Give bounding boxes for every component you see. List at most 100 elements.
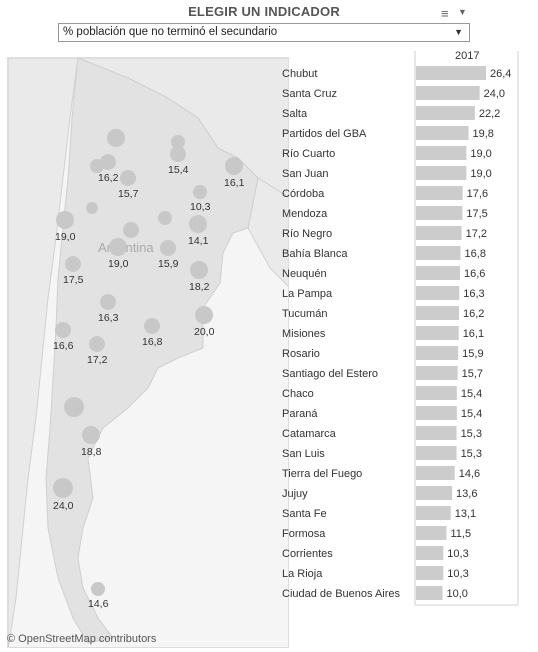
- value-label: 14,6: [459, 468, 480, 480]
- bar: [416, 526, 447, 540]
- indicator-selected-value: % población que no terminó el secundario: [63, 26, 278, 38]
- bar: [416, 106, 475, 120]
- map-value-label: 14,6: [88, 598, 109, 610]
- map-canvas: Argentina 15,416,215,716,110,319,014,119…: [8, 58, 288, 647]
- map-circle[interactable]: [64, 397, 84, 417]
- caret-down-icon[interactable]: ▼: [458, 7, 467, 17]
- map-circle[interactable]: [171, 135, 185, 149]
- map-circle[interactable]: [190, 261, 208, 279]
- map-circle[interactable]: [89, 336, 105, 352]
- map-circle[interactable]: [86, 202, 98, 214]
- value-label: 26,4: [490, 68, 511, 80]
- category-label: Córdoba: [282, 188, 325, 200]
- bar: [416, 566, 444, 580]
- category-label: Chubut: [282, 68, 317, 80]
- value-label: 10,3: [447, 548, 468, 560]
- category-label: Ciudad de Buenos Aires: [282, 588, 401, 600]
- category-label: Río Cuarto: [282, 148, 335, 160]
- category-label: Tierra del Fuego: [282, 468, 362, 480]
- map-circle[interactable]: [56, 211, 74, 229]
- map-circle[interactable]: [123, 222, 139, 238]
- category-label: San Juan: [282, 168, 328, 180]
- map-circle[interactable]: [195, 306, 213, 324]
- bar: [416, 286, 460, 300]
- value-label: 16,3: [463, 288, 484, 300]
- bar: [416, 426, 457, 440]
- map-circle[interactable]: [170, 146, 186, 162]
- value-label: 15,7: [462, 368, 483, 380]
- bar: [416, 546, 444, 560]
- map-circle[interactable]: [100, 154, 116, 170]
- map-land-chile: [8, 58, 79, 647]
- value-label: 13,6: [456, 488, 477, 500]
- map-circle[interactable]: [107, 129, 125, 147]
- bar: [416, 486, 453, 500]
- map-circle[interactable]: [193, 185, 207, 199]
- value-label: 10,0: [447, 588, 468, 600]
- value-label: 10,3: [447, 568, 468, 580]
- bar: [416, 206, 463, 220]
- map-circle[interactable]: [82, 426, 100, 444]
- value-label: 15,3: [461, 428, 482, 440]
- value-label: 16,8: [465, 248, 486, 260]
- bar: [416, 166, 467, 180]
- map-circle[interactable]: [109, 238, 127, 256]
- value-label: 17,6: [467, 188, 488, 200]
- map-circle[interactable]: [55, 322, 71, 338]
- value-label: 15,3: [461, 448, 482, 460]
- value-label: 19,0: [470, 148, 491, 160]
- bar: [416, 126, 469, 140]
- map-value-label: 16,1: [224, 177, 245, 189]
- category-label: Catamarca: [282, 428, 337, 440]
- map-value-label: 17,5: [63, 274, 84, 286]
- bar: [416, 446, 457, 460]
- bar: [416, 466, 455, 480]
- value-label: 15,9: [462, 348, 483, 360]
- bar: [416, 366, 458, 380]
- map-panel[interactable]: Argentina 15,416,215,716,110,319,014,119…: [7, 57, 289, 648]
- category-label: La Pampa: [282, 288, 333, 300]
- map-circle[interactable]: [158, 211, 172, 225]
- chart-marks: 2017 Chubut 26,4 Santa Cruz 24,0 Salta 22,2 Par…: [282, 50, 519, 606]
- map-value-label: 20,0: [194, 326, 215, 338]
- value-label: 16,2: [463, 308, 484, 320]
- map-value-label: 19,0: [55, 231, 76, 243]
- bar: [416, 146, 467, 160]
- map-value-label: 16,3: [98, 312, 119, 324]
- hamburger-menu-icon[interactable]: ≡: [441, 6, 449, 21]
- map-value-label: 16,2: [98, 172, 119, 184]
- map-circle[interactable]: [100, 294, 116, 310]
- map-circle[interactable]: [144, 318, 160, 334]
- map-value-label: 16,8: [142, 336, 163, 348]
- bar: [416, 406, 457, 420]
- category-label: Santiago del Estero: [282, 368, 378, 380]
- category-label: San Luis: [282, 448, 325, 460]
- map-value-label: 14,1: [188, 235, 209, 247]
- map-circle[interactable]: [65, 256, 81, 272]
- map-circle[interactable]: [91, 582, 105, 596]
- map-circle[interactable]: [189, 215, 207, 233]
- category-label: Salta: [282, 108, 308, 120]
- map-circle[interactable]: [120, 170, 136, 186]
- value-label: 19,8: [473, 128, 494, 140]
- category-label: Río Negro: [282, 228, 332, 240]
- column-header: 2017: [455, 50, 479, 62]
- map-circle[interactable]: [225, 157, 243, 175]
- map-circle[interactable]: [53, 478, 73, 498]
- value-label: 15,4: [461, 408, 482, 420]
- indicator-dropdown[interactable]: % población que no terminó el secundario…: [58, 23, 470, 42]
- category-label: Tucumán: [282, 308, 327, 320]
- dropdown-arrow-icon: ▼: [454, 27, 463, 37]
- page-title: ELEGIR UN INDICADOR: [188, 4, 340, 19]
- map-land-brazil-uruguay: [247, 177, 288, 287]
- value-label: 16,1: [463, 328, 484, 340]
- bar: [416, 66, 486, 80]
- bar: [416, 266, 461, 280]
- map-value-label: 15,4: [168, 164, 189, 176]
- category-label: La Rioja: [282, 568, 323, 580]
- value-label: 17,5: [466, 208, 487, 220]
- category-label: Paraná: [282, 408, 318, 420]
- map-circle[interactable]: [160, 240, 176, 256]
- map-value-label: 10,3: [190, 201, 211, 213]
